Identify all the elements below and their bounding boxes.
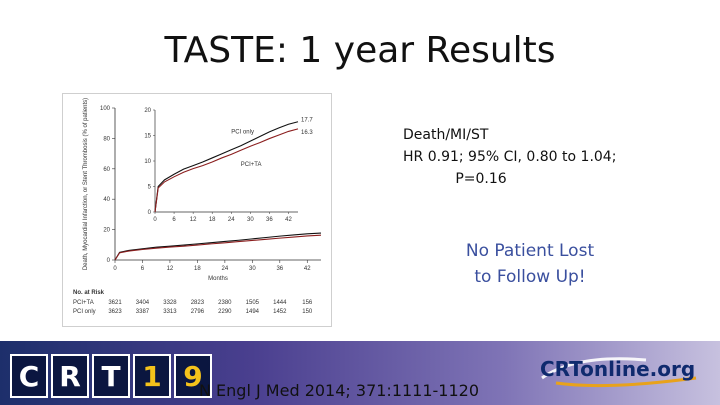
crtonline-logo: CRTonline.org — [540, 357, 697, 388]
inset-y-tick-label: 20 — [144, 108, 151, 114]
risk-table-title: No. at Risk — [73, 290, 105, 296]
km-chart: Death, Myocardial Infarction, or Stent T… — [73, 98, 322, 315]
inset-x-tick-label: 12 — [190, 217, 197, 223]
risk-row-label: PCI+TA — [73, 300, 94, 306]
slide-title: TASTE: 1 year Results — [164, 30, 556, 71]
x-tick-label: 18 — [194, 266, 201, 272]
risk-cell: 2380 — [218, 300, 232, 306]
x-tick-label: 12 — [167, 266, 174, 272]
risk-cell: 3328 — [163, 300, 177, 306]
risk-cell: 2290 — [218, 309, 232, 315]
y-tick-label: 100 — [100, 106, 111, 112]
km-figure: Death, Myocardial Infarction, or Stent T… — [62, 93, 332, 327]
risk-cell: 3387 — [136, 309, 150, 315]
risk-cell: 3313 — [163, 309, 177, 315]
stats-p-value: P=0.16 — [455, 171, 507, 187]
crt19-logo-char: 9 — [174, 354, 212, 398]
inset-x-tick-label: 18 — [209, 217, 216, 223]
inset-y-tick-label: 10 — [144, 159, 151, 165]
risk-cell: 3404 — [136, 300, 150, 306]
note-line-1: No Patient Lost — [465, 241, 595, 261]
inset-x-tick-label: 42 — [285, 217, 292, 223]
crtonline-logo-text: CRTonline.org — [540, 357, 695, 381]
citation-text: N Engl J Med 2014; 371:1111-1120 — [199, 381, 480, 400]
series-name-label: PCI only — [231, 129, 254, 135]
risk-cell: 156 — [302, 300, 313, 306]
series-line-main — [114, 232, 322, 261]
series-end-label: 16.3 — [301, 130, 313, 136]
x-tick-label: 6 — [141, 266, 145, 272]
x-tick-label: 30 — [249, 266, 256, 272]
inset-x-tick-label: 36 — [266, 217, 273, 223]
x-axis-label: Months — [208, 276, 228, 282]
crt19-logo-char: 1 — [133, 354, 171, 398]
inset-x-tick-label: 6 — [172, 217, 176, 223]
inset-x-tick-label: 24 — [228, 217, 235, 223]
y-tick-label: 40 — [103, 197, 110, 203]
stats-hazard-ratio: HR 0.91; 95% CI, 0.80 to 1.04; — [403, 149, 617, 165]
inset-x-tick-label: 0 — [153, 217, 157, 223]
risk-row-label: PCI only — [73, 309, 96, 315]
y-tick-label: 0 — [107, 258, 111, 264]
note-line-2: to Follow Up! — [474, 267, 586, 287]
inset-y-tick-label: 15 — [144, 134, 151, 140]
risk-cell: 3621 — [108, 300, 122, 306]
risk-cell: 1494 — [246, 309, 260, 315]
inset-background — [153, 108, 322, 226]
risk-cell: 3623 — [108, 309, 122, 315]
y-axis-label: Death, Myocardial Infarction, or Stent T… — [83, 98, 89, 270]
risk-cell: 1505 — [246, 300, 260, 306]
y-tick-label: 80 — [103, 136, 110, 142]
crt19-logo-char: C — [10, 354, 48, 398]
risk-cell: 2823 — [191, 300, 205, 306]
crt19-logo-char: R — [51, 354, 89, 398]
series-end-label: 17.7 — [301, 118, 313, 124]
series-name-label: PCI+TA — [241, 162, 262, 168]
risk-cell: 2796 — [191, 309, 205, 315]
inset-y-tick-label: 0 — [148, 210, 152, 216]
x-tick-label: 36 — [276, 266, 283, 272]
x-tick-label: 24 — [222, 266, 229, 272]
x-tick-label: 0 — [113, 266, 117, 272]
stats-block: Death/MI/ST HR 0.91; 95% CI, 0.80 to 1.0… — [403, 124, 616, 190]
crt19-logo-char: T — [92, 354, 130, 398]
y-tick-label: 60 — [103, 167, 110, 173]
inset-y-tick-label: 5 — [148, 185, 152, 191]
risk-cell: 1452 — [273, 309, 287, 315]
inset-x-tick-label: 30 — [247, 217, 254, 223]
follow-up-note: No Patient Lost to Follow Up! — [440, 238, 620, 290]
x-tick-label: 42 — [304, 266, 311, 272]
series-line-inset — [154, 121, 299, 213]
stats-endpoint: Death/MI/ST — [403, 127, 489, 143]
series-line-inset — [154, 128, 299, 213]
y-tick-label: 20 — [103, 228, 110, 234]
series-line-main — [114, 234, 322, 261]
risk-cell: 150 — [302, 309, 313, 315]
risk-cell: 1444 — [273, 300, 287, 306]
